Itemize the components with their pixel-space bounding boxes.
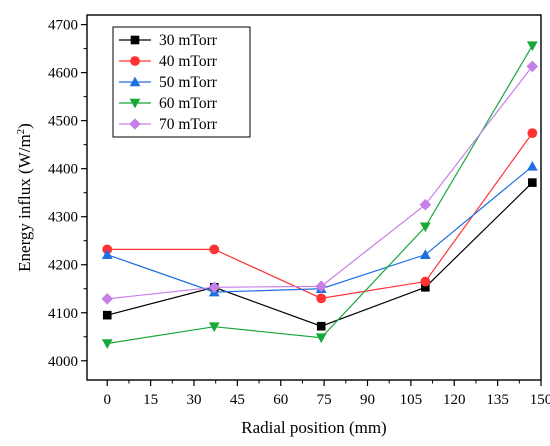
series-line [107, 165, 533, 293]
y-tick-label: 4100 [48, 306, 78, 322]
legend-entry: 40 mTorr [119, 53, 218, 70]
legend-entry: 60 mTorr [119, 95, 218, 112]
marker-diamond [129, 118, 141, 130]
y-axis-title-superscript: 2 [15, 129, 27, 135]
marker-triangle-down [129, 98, 141, 109]
series-70-mtorr [101, 60, 539, 305]
series-60-mtorr [101, 41, 538, 349]
marker-triangle-up [129, 76, 141, 87]
x-tick-label: 15 [143, 392, 158, 408]
series-40-mtorr [102, 128, 538, 304]
marker-diamond [208, 281, 221, 294]
y-tick-label: 4200 [48, 258, 78, 274]
marker-triangle-down [101, 339, 113, 349]
x-tick-label: 135 [486, 392, 509, 408]
legend-label: 70 mTorr [159, 116, 218, 133]
series-line [107, 132, 533, 299]
marker-triangle-up [101, 249, 113, 259]
legend-entry: 50 mTorr [119, 74, 218, 91]
x-tick-label: 0 [103, 392, 111, 408]
x-tick-label: 45 [230, 392, 245, 408]
legend-label: 60 mTorr [159, 95, 218, 112]
y-tick-label: 4700 [48, 18, 78, 34]
marker-diamond [526, 60, 539, 73]
legend-label: 50 mTorr [159, 74, 218, 91]
legend-entry: 70 mTorr [119, 116, 218, 133]
marker-circle [527, 128, 538, 139]
y-tick-label: 4500 [48, 114, 78, 130]
series-50-mtorr [101, 160, 538, 297]
legend-label: 30 mTorr [159, 32, 218, 49]
x-tick-label: 75 [317, 392, 332, 408]
y-axis-title: Energy influx (W/m2) [15, 123, 34, 272]
y-tick-label: 4300 [48, 210, 78, 226]
marker-diamond [101, 293, 114, 305]
marker-diamond [419, 198, 432, 211]
plot-frame [86, 14, 542, 381]
y-axis-title-main: Energy influx (W/m [15, 134, 34, 272]
marker-diamond [315, 280, 328, 293]
x-tick-label: 150 [530, 392, 550, 408]
legend-label: 40 mTorr [159, 53, 218, 70]
marker-triangle-up [419, 249, 431, 259]
x-axis-title: Radial position (mm) [241, 418, 386, 437]
x-tick-label: 30 [186, 392, 201, 408]
legend-entry: 30 mTorr [119, 32, 218, 49]
x-tick-label: 90 [360, 392, 375, 408]
x-tick-label: 105 [400, 392, 423, 408]
series-30-mtorr [102, 178, 537, 331]
marker-circle [209, 244, 220, 255]
marker-circle [130, 56, 140, 66]
marker-triangle-down [208, 322, 220, 333]
marker-square [102, 310, 112, 320]
x-tick-label: 60 [273, 392, 288, 408]
axes: 0 15 30 45 60 75 90 105 120 135 150 4000 4100 4200 430… [48, 14, 550, 408]
series-group [101, 41, 539, 349]
legend: 30 mTorr 40 mTorr 50 mTorr 60 mTorr 70 mTorr [112, 26, 251, 138]
marker-square [421, 283, 430, 292]
marker-square [130, 35, 140, 45]
marker-circle [316, 293, 327, 304]
y-tick-label: 4600 [48, 66, 78, 82]
x-tick-label: 120 [443, 392, 466, 408]
marker-triangle-down [526, 41, 538, 52]
marker-triangle-down [315, 333, 327, 344]
marker-square [528, 178, 537, 187]
y-tick-label: 4000 [48, 354, 78, 370]
series-line [107, 182, 533, 327]
marker-triangle-up [526, 160, 538, 171]
marker-square [316, 321, 326, 331]
y-axis-title-close: ) [15, 123, 34, 129]
marker-circle [420, 276, 431, 287]
y-tick-label: 4400 [48, 162, 78, 178]
marker-triangle-down [419, 222, 431, 233]
